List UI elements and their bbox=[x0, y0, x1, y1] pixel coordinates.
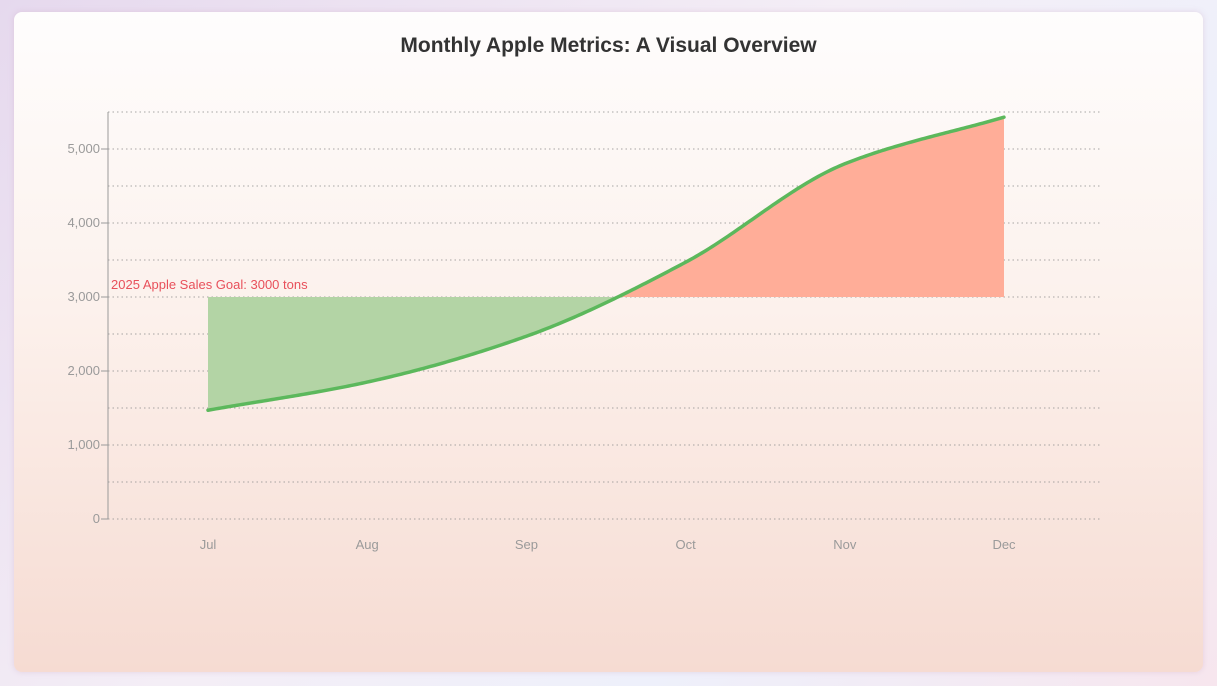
x-tick-label: Oct bbox=[675, 537, 696, 552]
y-tick-label: 2,000 bbox=[67, 363, 100, 378]
series-lines bbox=[206, 115, 1006, 412]
x-tick-label: Jul bbox=[200, 537, 217, 552]
x-tick-label: Dec bbox=[992, 537, 1016, 552]
tick-labels: 0 1,000 2,000 3,000 4,000 5,000 Jul Aug Sep Oct No… bbox=[67, 141, 1016, 552]
y-tick-label: 1,000 bbox=[67, 437, 100, 452]
series-line bbox=[206, 115, 1006, 412]
x-tick-label: Nov bbox=[833, 537, 857, 552]
x-tick-label: Sep bbox=[515, 537, 538, 552]
goal-fill-areas bbox=[208, 117, 1004, 411]
above-goal-area bbox=[617, 117, 1004, 298]
y-tick-label: 3,000 bbox=[67, 289, 100, 304]
chart-title: Monthly Apple Metrics: A Visual Overview bbox=[400, 34, 817, 57]
y-tick-label: 4,000 bbox=[67, 215, 100, 230]
below-goal-area bbox=[208, 297, 618, 411]
x-tick-label: Aug bbox=[356, 537, 379, 552]
y-tick-label: 5,000 bbox=[67, 141, 100, 156]
goal-label: 2025 Apple Sales Goal: 3000 tons bbox=[111, 277, 308, 292]
y-tick-label: 0 bbox=[93, 511, 100, 526]
axes bbox=[101, 112, 109, 520]
